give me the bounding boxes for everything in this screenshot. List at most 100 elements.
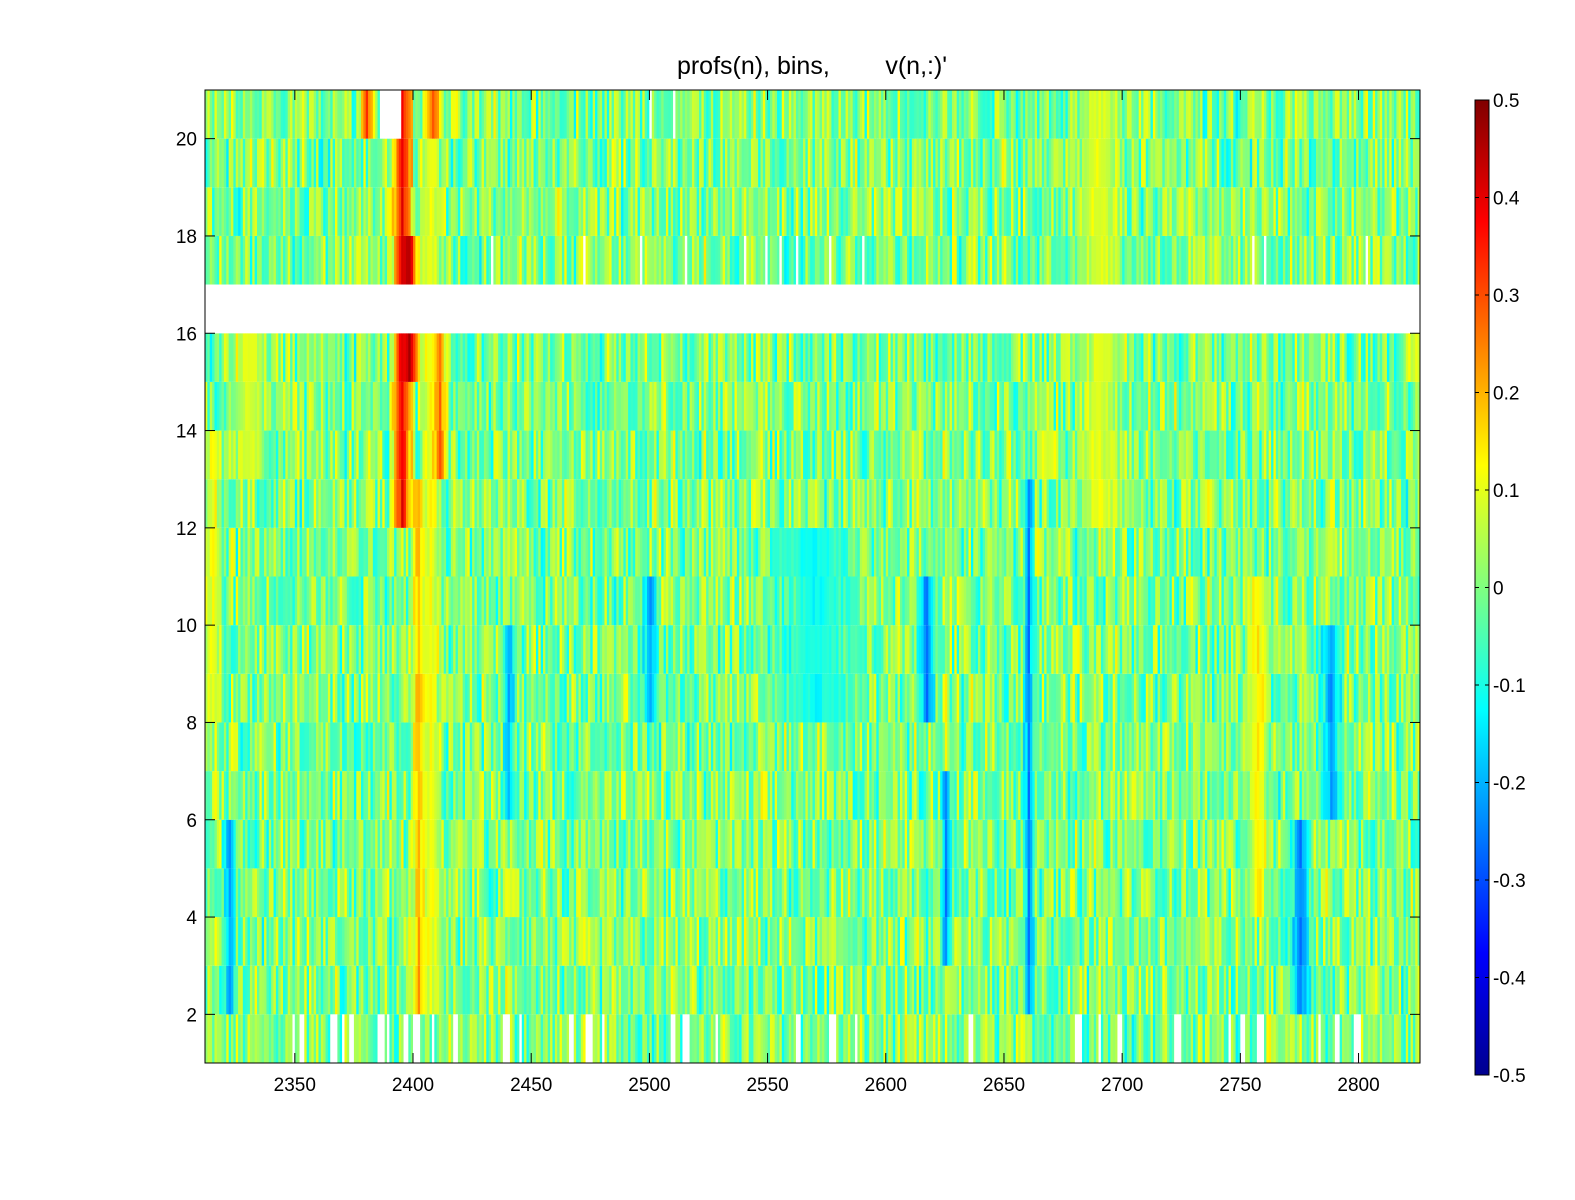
- heatmap-cell: [989, 819, 993, 869]
- heatmap-cell: [450, 1014, 454, 1063]
- heatmap-cell: [1375, 771, 1378, 820]
- heatmap-cell: [703, 625, 707, 674]
- heatmap-cell: [1039, 576, 1043, 626]
- heatmap-cell: [1041, 1014, 1045, 1063]
- heatmap-cell: [1039, 917, 1043, 966]
- heatmap-cell: [356, 625, 359, 674]
- heatmap-cell: [1053, 722, 1057, 772]
- heatmap-cell: [892, 917, 896, 966]
- heatmap-cell: [769, 722, 773, 772]
- heatmap-cell: [474, 1014, 478, 1063]
- heatmap-cell: [1358, 673, 1362, 723]
- heatmap-cell: [207, 1014, 211, 1063]
- heatmap-cell: [987, 917, 991, 966]
- heatmap-cell: [379, 576, 383, 626]
- heatmap-cell: [925, 625, 929, 674]
- heatmap-cell: [947, 576, 950, 626]
- heatmap-cell: [396, 576, 400, 626]
- heatmap-cell: [1001, 965, 1005, 1015]
- heatmap-cell: [488, 673, 492, 723]
- heatmap-cell: [836, 917, 839, 966]
- heatmap-cell: [680, 771, 683, 820]
- heatmap-cell: [845, 1014, 849, 1063]
- heatmap-cell: [398, 771, 402, 820]
- heatmap-cell: [462, 819, 466, 869]
- heatmap-cell: [498, 965, 501, 1015]
- heatmap-cell: [689, 576, 693, 626]
- heatmap-cell: [278, 965, 281, 1015]
- heatmap-cell: [753, 673, 757, 723]
- heatmap-cell: [1011, 917, 1014, 966]
- heatmap-cell: [741, 917, 745, 966]
- heatmap-cell: [1237, 917, 1241, 966]
- heatmap-cell: [1386, 625, 1390, 674]
- heatmap-cell: [1008, 673, 1012, 723]
- heatmap-cell: [606, 868, 610, 918]
- heatmap-cell: [481, 576, 485, 626]
- heatmap-cell: [873, 576, 877, 626]
- heatmap-cell: [722, 819, 726, 869]
- heatmap-cell: [292, 771, 296, 820]
- heatmap-cell: [1360, 1014, 1364, 1063]
- heatmap-cell: [1278, 771, 1281, 820]
- heatmap-cell: [876, 625, 880, 674]
- heatmap-cell: [292, 965, 296, 1015]
- heatmap-cell: [1204, 868, 1208, 918]
- heatmap-cell: [285, 917, 289, 966]
- heatmap-cell: [1294, 917, 1298, 966]
- heatmap-cell: [410, 819, 414, 869]
- heatmap-cell: [708, 868, 712, 918]
- heatmap-cell: [1365, 819, 1369, 869]
- heatmap-cell: [1037, 625, 1040, 674]
- heatmap-cell: [862, 673, 865, 723]
- heatmap-cell: [673, 576, 676, 626]
- heatmap-cell: [479, 819, 482, 869]
- heatmap-cell: [311, 1014, 315, 1063]
- heatmap-cell: [732, 819, 735, 869]
- heatmap-cell: [422, 868, 426, 918]
- heatmap-cell: [450, 576, 454, 626]
- heatmap-cell: [980, 1014, 984, 1063]
- heatmap-cell: [651, 819, 655, 869]
- heatmap-cell: [1169, 917, 1173, 966]
- heatmap-cell: [550, 673, 553, 723]
- heatmap-cell: [448, 819, 452, 869]
- heatmap-cell: [1020, 625, 1024, 674]
- heatmap-cell: [209, 965, 213, 1015]
- heatmap-cell: [240, 625, 244, 674]
- heatmap-cell: [209, 722, 213, 772]
- heatmap-cell: [552, 1014, 556, 1063]
- heatmap-cell: [999, 1014, 1002, 1063]
- heatmap-cell: [252, 917, 255, 966]
- heatmap-cell: [888, 1014, 891, 1063]
- heatmap-cell: [358, 576, 362, 626]
- heatmap-cell: [805, 917, 809, 966]
- heatmap-cell: [1032, 625, 1036, 674]
- heatmap-cell: [1077, 576, 1080, 626]
- heatmap-cell: [1176, 868, 1180, 918]
- heatmap-cell: [909, 1014, 913, 1063]
- heatmap-cell: [502, 673, 506, 723]
- heatmap-cell: [838, 771, 842, 820]
- heatmap-cell: [1178, 722, 1182, 772]
- heatmap-cell: [519, 722, 523, 772]
- heatmap-cell: [443, 1014, 447, 1063]
- heatmap-cell: [1188, 965, 1192, 1015]
- heatmap-cell: [1013, 771, 1017, 820]
- heatmap-cell: [1157, 819, 1161, 869]
- heatmap-cell: [1405, 868, 1409, 918]
- heatmap-cell: [859, 576, 863, 626]
- heatmap-cell: [852, 576, 856, 626]
- heatmap-cell: [1207, 625, 1210, 674]
- heatmap-cell: [1183, 868, 1187, 918]
- heatmap-cell: [578, 625, 582, 674]
- heatmap-cell: [318, 965, 322, 1015]
- heatmap-cell: [240, 673, 244, 723]
- heatmap-cell: [273, 868, 277, 918]
- heatmap-cell: [1230, 917, 1234, 966]
- heatmap-cell: [956, 965, 960, 1015]
- heatmap-cell: [1249, 673, 1253, 723]
- heatmap-cell: [623, 673, 627, 723]
- heatmap-cell: [1330, 965, 1333, 1015]
- heatmap-cell: [545, 673, 549, 723]
